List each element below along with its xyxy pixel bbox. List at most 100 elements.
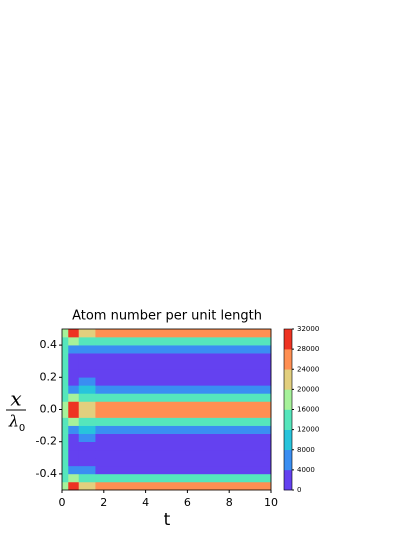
contour-cell [62,329,69,338]
contour-cell [62,385,69,394]
contour-cell [78,433,96,442]
y-label-numerator: x [10,387,21,411]
contour-cell [95,433,272,442]
y-label-denominator: λ [8,412,19,431]
contour-cell [68,449,80,459]
contour-cell [62,393,69,402]
contour-cell [68,457,80,467]
contour-cell [62,361,69,370]
contour-cell [78,441,96,451]
contour-cell [68,361,80,370]
contour-cell [62,353,69,362]
x-tick-label: 10 [264,496,278,509]
contour-cell [95,417,272,426]
contour-cell [78,353,96,362]
colorbar-tick-label: 20000 [297,385,319,393]
colorbar-tick-label: 12000 [297,426,319,434]
y-label-subscript: 0 [19,423,25,434]
colorbar-band [284,329,292,350]
contour-cell [62,441,69,451]
contour-cell [62,345,69,354]
contour-cell [62,369,69,378]
contour-cell [95,481,272,491]
contour-cell [95,441,272,451]
contour-cell [68,465,80,475]
x-tick-label: 8 [226,496,233,509]
contour-cell [95,337,272,346]
colorbar-band [284,449,292,471]
contour-cell [95,385,272,394]
contour-cell [68,425,80,434]
contour-cell [68,329,80,338]
contour-cell [78,385,96,394]
contour-cell [68,369,80,378]
contour-cell [68,409,80,418]
x-tick-label: 2 [100,496,107,509]
colorbar-tick-label: 16000 [297,406,319,414]
contour-cell [62,433,69,442]
y-tick-label: 0.4 [40,338,58,351]
contour-cell [68,417,80,426]
contour-cell [62,377,69,386]
contour-cell [78,329,96,338]
colorbar-tick-label: 32000 [297,325,319,333]
contour-cell [68,353,80,362]
contour-cell [68,473,80,483]
colorbar-band [284,369,292,390]
contour-cell [78,345,96,354]
contour-cell [95,393,272,402]
contour-cell [78,473,96,483]
colorbar-band [284,389,292,410]
y-tick-label: 0.2 [40,370,58,383]
contour-cell [78,409,96,418]
x-axis-label: t [164,510,171,530]
colorbar-band [284,409,292,430]
colorbar-tick-label: 24000 [297,365,319,373]
colorbar-tick-label: 4000 [297,466,315,474]
contour-cell [78,401,96,410]
contour-cell [95,465,272,475]
contour-cell [95,353,272,362]
contour-cell [62,465,69,475]
colorbar-tick-label: 8000 [297,446,315,454]
contour-cell [95,409,272,418]
contour-cell [68,377,80,386]
contour-cell [62,337,69,346]
contour-cell [62,449,69,459]
contour-cell [95,369,272,378]
contour-cell [78,337,96,346]
contour-cell [68,433,80,442]
colorbar-band [284,429,292,451]
contour-cell [95,457,272,467]
contour-cell [68,441,80,451]
contour-cell [62,409,69,418]
contour-cell [95,345,272,354]
x-tick-label: 6 [184,496,191,509]
contour-cell [68,401,80,410]
x-tick-label: 4 [142,496,149,509]
x-tick-label: 0 [59,496,66,509]
contour-cell [78,393,96,402]
contour-cell [78,377,96,386]
contour-cell [62,473,69,483]
contour-cell [95,361,272,370]
y-tick-label: 0.0 [40,403,58,416]
colorbar-tick-label: 0 [297,486,301,494]
contour-cell [62,425,69,434]
contour-cell [78,417,96,426]
contour-cell [62,401,69,410]
contour-cell [62,417,69,426]
contour-cell [78,449,96,459]
contour-cell [78,361,96,370]
contour-cell [78,481,96,491]
contour-cell [95,449,272,459]
contour-cell [68,385,80,394]
contour-cell [62,481,69,491]
contour-cell [68,337,80,346]
contour-cell [62,457,69,467]
colorbar-band [284,349,292,370]
contour-cell [78,369,96,378]
contour-cell [78,465,96,475]
contour-cell [68,393,80,402]
